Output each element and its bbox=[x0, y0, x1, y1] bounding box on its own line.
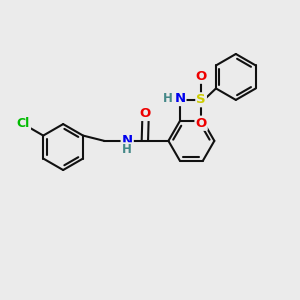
Text: Cl: Cl bbox=[17, 117, 30, 130]
Text: O: O bbox=[140, 107, 151, 120]
Text: H: H bbox=[122, 143, 132, 156]
Text: O: O bbox=[196, 117, 207, 130]
Text: N: N bbox=[174, 92, 185, 105]
Text: H: H bbox=[163, 92, 172, 105]
Text: O: O bbox=[196, 70, 207, 83]
Text: S: S bbox=[196, 93, 206, 106]
Text: N: N bbox=[122, 134, 133, 147]
